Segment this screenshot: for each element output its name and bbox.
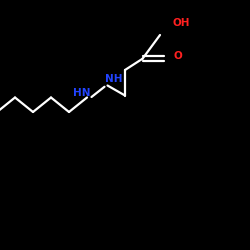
Text: NH: NH bbox=[105, 74, 122, 84]
Text: OH: OH bbox=[172, 18, 190, 28]
Text: O: O bbox=[174, 51, 183, 61]
Text: HN: HN bbox=[73, 88, 91, 98]
